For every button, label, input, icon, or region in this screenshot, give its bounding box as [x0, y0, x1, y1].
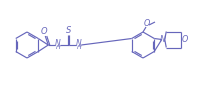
Text: N: N [55, 39, 61, 48]
Text: S: S [66, 26, 72, 35]
Text: O: O [182, 35, 188, 44]
Text: H: H [55, 45, 60, 50]
Text: O: O [144, 20, 150, 29]
Text: O: O [41, 27, 47, 36]
Text: N: N [76, 39, 82, 48]
Text: N: N [160, 35, 166, 44]
Text: H: H [76, 45, 81, 50]
